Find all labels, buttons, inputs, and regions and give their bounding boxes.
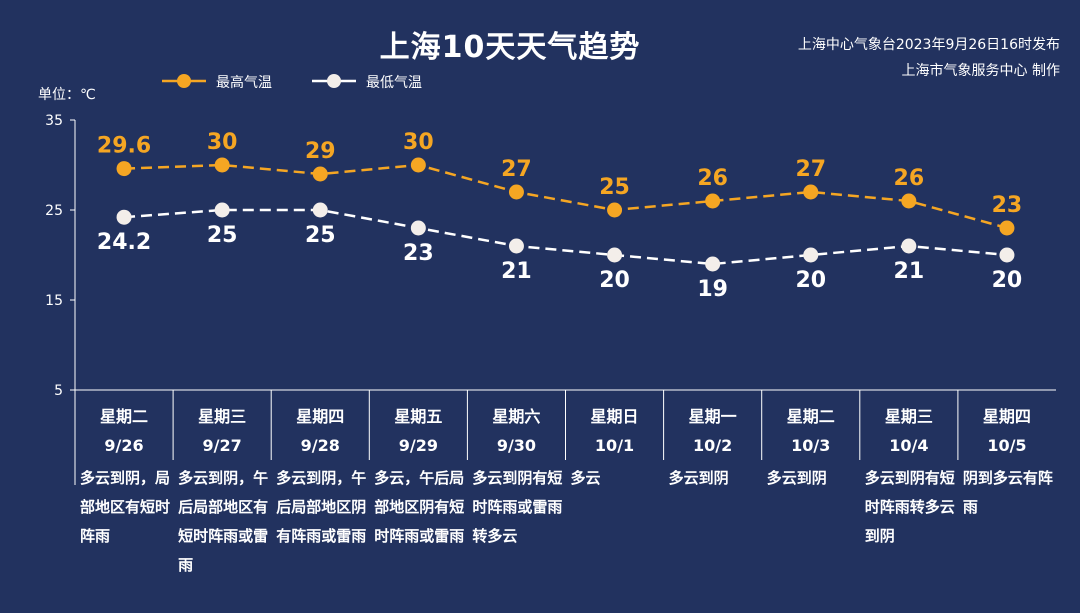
date-label: 10/2 — [693, 436, 733, 455]
data-label: 21 — [894, 259, 925, 284]
data-point — [410, 157, 426, 173]
weekday-label: 星期二 — [100, 407, 149, 426]
data-label: 23 — [403, 241, 434, 266]
day-label: 星期六 9/30 — [467, 402, 565, 460]
data-label: 25 — [599, 175, 630, 200]
date-label: 9/27 — [202, 436, 242, 455]
data-label: 25 — [207, 223, 238, 248]
source-issue-line: 上海中心气象台2023年9月26日16时发布 — [797, 37, 1060, 53]
legend-low-marker — [312, 74, 356, 88]
date-label: 10/4 — [889, 436, 929, 455]
source-producer-line: 上海市气象服务中心 制作 — [901, 63, 1060, 79]
data-label: 30 — [403, 130, 434, 155]
weather-description: 多云到阴，午后局部地区有短时阵雨或雷雨 — [178, 469, 269, 574]
data-label: 20 — [992, 268, 1023, 293]
data-point — [705, 256, 721, 272]
data-point — [312, 202, 328, 218]
date-label: 10/3 — [791, 436, 831, 455]
data-label: 29.6 — [97, 134, 151, 159]
series-line-0 — [124, 163, 1008, 230]
day-label: 星期一 10/2 — [664, 402, 762, 460]
weekday-label: 星期三 — [884, 407, 933, 426]
weather-description: 多云 — [570, 469, 601, 487]
data-point — [508, 238, 524, 254]
day-label: 星期三 9/27 — [173, 402, 271, 460]
data-point — [410, 220, 426, 236]
data-point — [312, 166, 328, 182]
day-label: 星期二 10/3 — [762, 402, 860, 460]
y-tick-label: 5 — [54, 383, 63, 399]
weekday-label: 星期六 — [492, 407, 541, 426]
weekday-label: 星期日 — [590, 407, 639, 426]
data-point — [901, 193, 917, 209]
date-label: 9/26 — [104, 436, 144, 455]
data-point — [607, 247, 623, 263]
date-label: 9/30 — [496, 436, 537, 455]
weather-description: 多云到阴 — [766, 469, 827, 487]
weather-description: 多云到阴有短时阵雨转多云到阴 — [864, 469, 955, 545]
data-point — [214, 157, 230, 173]
data-point — [999, 220, 1015, 236]
weekday-label: 星期四 — [982, 407, 1031, 426]
data-label: 24.2 — [97, 230, 151, 255]
y-tick-label: 15 — [45, 293, 63, 309]
weekday-label: 星期五 — [394, 407, 443, 426]
legend-low-label: 最低气温 — [366, 75, 422, 91]
legend-high-marker — [162, 74, 206, 88]
date-label: 9/28 — [300, 436, 340, 455]
weekday-label: 星期三 — [198, 407, 247, 426]
data-label: 21 — [501, 259, 532, 284]
weather-description: 多云到阴 — [668, 469, 729, 487]
weekday-label: 星期一 — [688, 407, 737, 426]
data-label: 29 — [305, 139, 336, 164]
data-point — [803, 184, 819, 200]
weather-description: 多云，午后局部地区阴有短时阵雨或雷雨 — [374, 469, 465, 545]
data-label: 26 — [894, 166, 925, 191]
data-label: 25 — [305, 223, 336, 248]
data-label: 23 — [992, 193, 1023, 218]
data-point — [607, 202, 623, 218]
data-point — [508, 184, 524, 200]
data-label: 20 — [795, 268, 826, 293]
legend-high: 最高气温 — [160, 70, 320, 92]
date-label: 10/5 — [987, 436, 1027, 455]
day-label: 星期五 9/29 — [369, 402, 467, 460]
data-point — [116, 209, 132, 225]
day-label: 星期四 10/5 — [958, 402, 1056, 460]
legend-low: 最低气温 — [310, 70, 470, 92]
data-label: 26 — [697, 166, 728, 191]
unit-label: 单位：℃ — [38, 87, 96, 103]
weekday-label: 星期二 — [786, 407, 835, 426]
series-line-1 — [123, 208, 1008, 266]
chart-title: 上海10天天气趋势 — [379, 30, 641, 65]
weather-description: 阴到多云有阵雨 — [962, 469, 1053, 516]
data-label: 19 — [697, 277, 728, 302]
day-label: 星期二 9/26 — [75, 402, 173, 460]
day-label: 星期日 10/1 — [566, 402, 664, 460]
data-point — [999, 247, 1015, 263]
data-label: 27 — [795, 157, 826, 182]
day-label: 星期三 10/4 — [860, 402, 958, 460]
weather-description: 多云到阴，局部地区有短时阵雨 — [80, 469, 171, 545]
weather-description: 多云到阴有短时阵雨或雷雨转多云 — [472, 469, 563, 545]
data-label: 30 — [207, 130, 238, 155]
day-label: 星期四 9/28 — [271, 402, 369, 460]
date-label: 10/1 — [594, 436, 635, 455]
data-label: 20 — [599, 268, 630, 293]
weather-description: 多云到阴，午后局部地区阴有阵雨或雷雨 — [276, 469, 367, 545]
weekday-label: 星期四 — [296, 407, 345, 426]
date-label: 9/29 — [398, 436, 438, 455]
data-label: 27 — [501, 157, 532, 182]
y-tick-label: 35 — [45, 113, 63, 129]
legend-high-label: 最高气温 — [216, 75, 272, 91]
y-tick-label: 25 — [45, 203, 63, 219]
data-point — [901, 238, 917, 254]
data-point — [803, 247, 819, 263]
data-point — [214, 202, 230, 218]
data-point — [116, 161, 132, 177]
data-point — [705, 193, 721, 209]
